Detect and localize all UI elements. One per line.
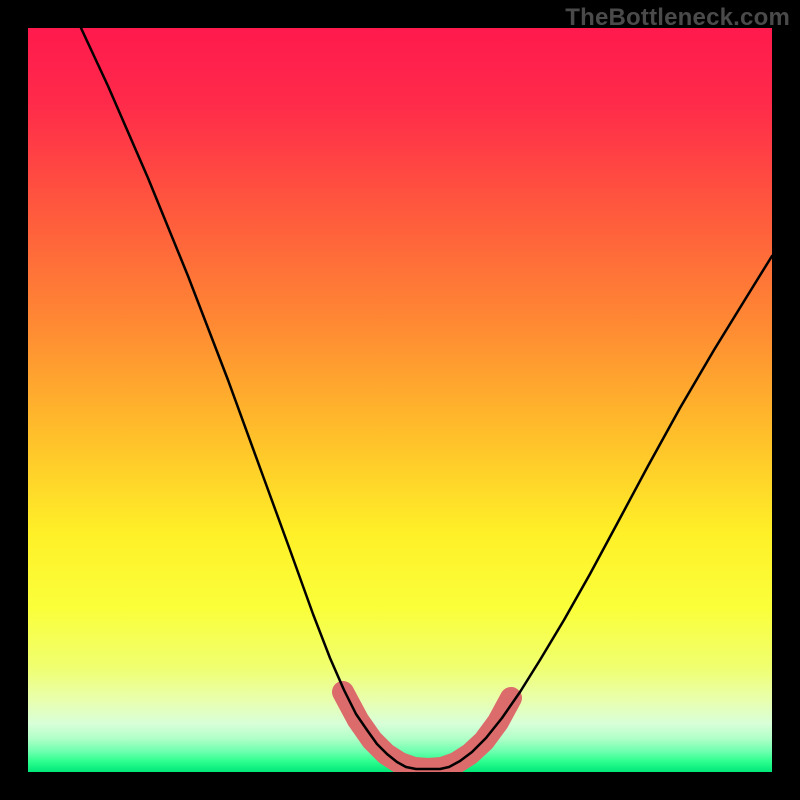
- watermark-text: TheBottleneck.com: [565, 4, 790, 32]
- gradient-background: [28, 28, 772, 772]
- chart-stage: TheBottleneck.com: [0, 0, 800, 800]
- bottleneck-chart: [0, 0, 800, 800]
